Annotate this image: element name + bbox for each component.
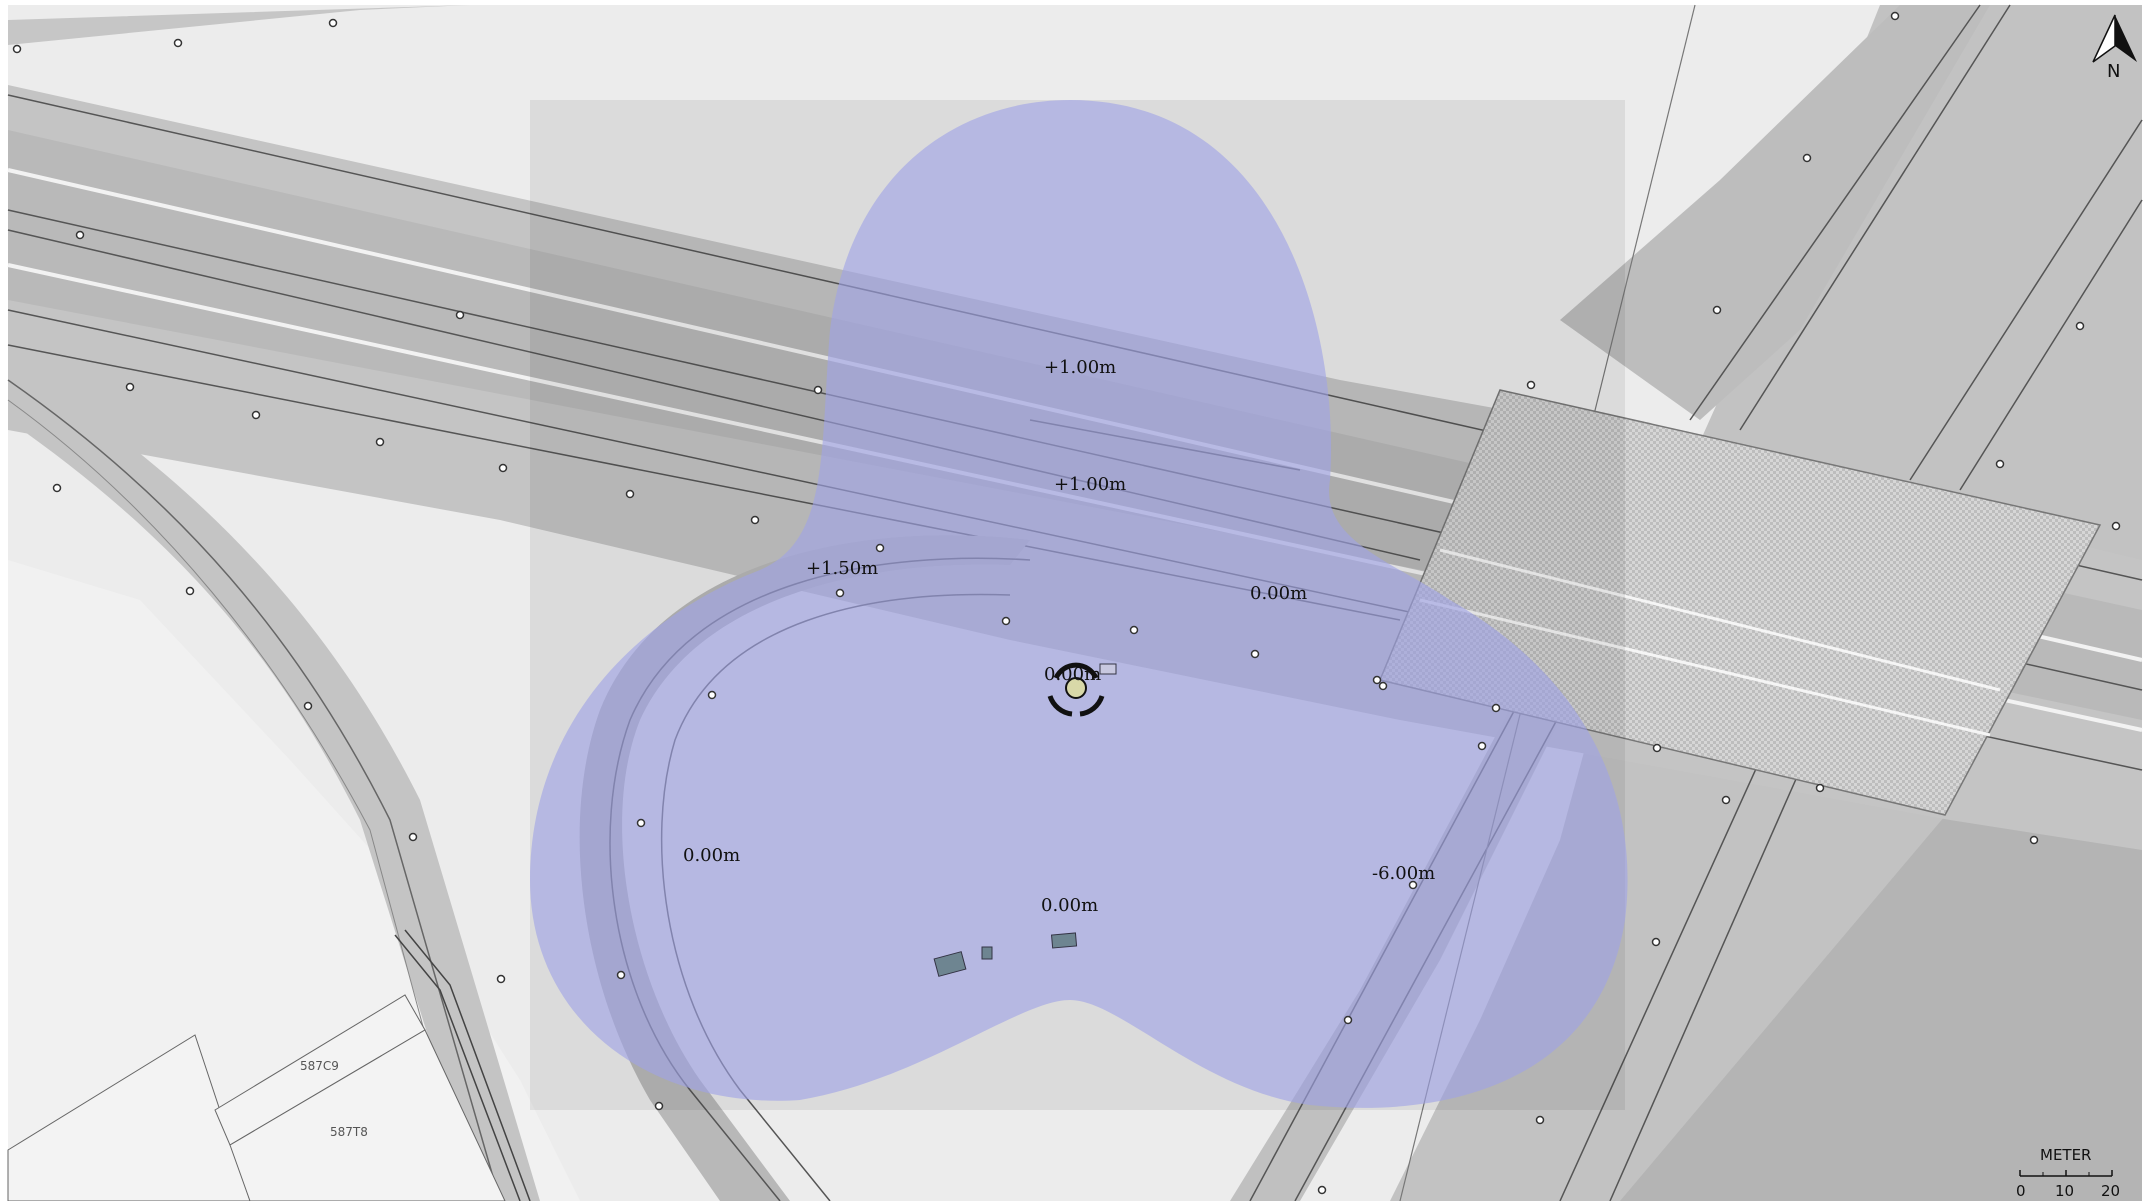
parcel-boundaries — [7, 994, 506, 1201]
scale-bar: METER 0 10 20 — [2016, 1146, 2120, 1200]
terrain-southeast — [1620, 800, 2142, 1201]
scale-bar-tick-20: 20 — [2101, 1182, 2120, 1200]
road-east-lines — [1689, 4, 2143, 491]
antenna-icon[interactable] — [1047, 662, 1105, 717]
ramp-west-edge — [394, 934, 521, 1201]
ramp-west-edge-2 — [404, 929, 531, 1201]
map-frame-top — [0, 0, 2150, 5]
elevation-label-b: +1.00m — [1054, 474, 1126, 495]
map-frame-right — [2142, 0, 2150, 1201]
road-northwest-strip — [8, 5, 470, 45]
scale-bar-tick-0: 0 — [2016, 1182, 2026, 1200]
scale-bar-tick-10: 10 — [2055, 1182, 2074, 1200]
ramp-west — [8, 360, 540, 1201]
pole-markers — [12, 11, 2121, 1195]
bridge-deck-lines — [1419, 548, 2001, 737]
north-arrow: N — [2092, 14, 2137, 82]
elevation-label-d: 0.00m — [1250, 583, 1307, 604]
elevation-label-g: 0.00m — [1041, 895, 1098, 916]
parcel-label-p1: 587C9 — [300, 1059, 339, 1073]
terrain-northeast — [1560, 5, 1990, 420]
map-frame-left — [0, 0, 8, 1201]
elevation-label-a: +1.00m — [1044, 357, 1116, 378]
north-arrow-icon-dark — [2115, 15, 2137, 62]
ramp-west-3 — [7, 399, 471, 1201]
coverage-area — [530, 100, 1628, 1108]
elevation-label-f: 0.00m — [683, 845, 740, 866]
north-arrow-label: N — [2107, 61, 2120, 82]
elevation-label-e: 0.00m — [1044, 664, 1101, 685]
structures — [933, 663, 1117, 977]
elevation-label-c: +1.50m — [806, 558, 878, 579]
ramp-west-2 — [7, 379, 501, 1201]
parcel-label-p2: 587T8 — [330, 1125, 368, 1139]
elevation-label-h: -6.00m — [1372, 863, 1435, 884]
scale-bar-unit: METER — [2040, 1146, 2091, 1164]
